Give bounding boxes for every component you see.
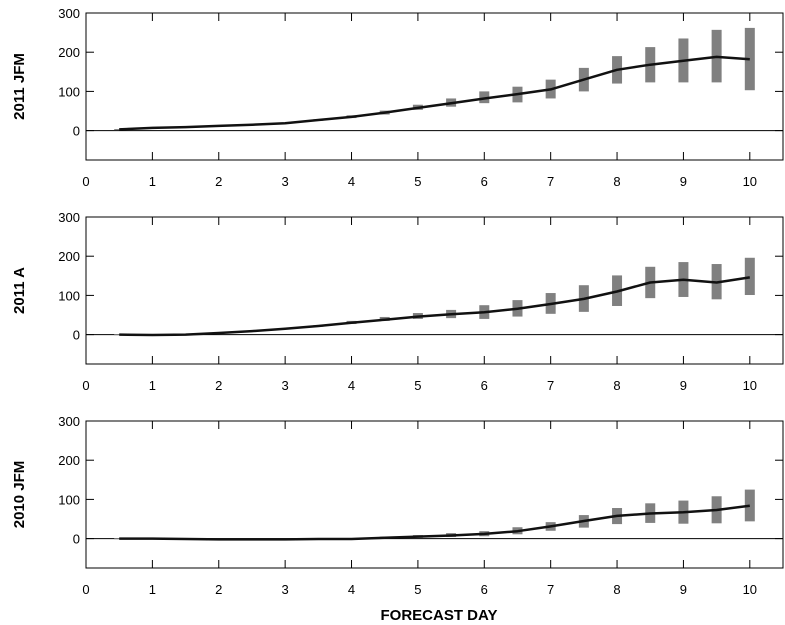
x-tick-label: 9	[680, 582, 687, 597]
x-tick-label: 1	[149, 174, 156, 189]
x-tick-label: 8	[613, 378, 620, 393]
x-tick-label: 8	[613, 174, 620, 189]
y-tick-label: 100	[58, 288, 80, 303]
x-tick-label: 5	[414, 174, 421, 189]
x-tick-label: 4	[348, 582, 355, 597]
x-tick-label: 7	[547, 174, 554, 189]
x-axis-title: FORECAST DAY	[381, 607, 498, 624]
x-tick-label: 6	[481, 174, 488, 189]
y-axis-title: 2010 JFM	[11, 461, 28, 529]
y-tick-label: 200	[58, 45, 80, 60]
plot-frame	[85, 216, 784, 365]
range-bar	[744, 257, 755, 296]
x-tick-label: 7	[547, 582, 554, 597]
y-tick-label: 100	[58, 492, 80, 507]
x-tick-label: 10	[743, 582, 757, 597]
y-tick-label: 200	[58, 249, 80, 264]
y-axis-title: 2011 JFM	[11, 53, 28, 120]
x-tick-label: 0	[82, 174, 89, 189]
y-tick-label: 100	[58, 84, 80, 99]
y-tick-label: 300	[58, 210, 80, 225]
range-bar	[744, 489, 755, 522]
plot-frame	[85, 420, 784, 569]
chart-panel-2: 0 100 200 300 0 1 2 3 4 5 6 7 8 9 10 2011 A	[11, 210, 784, 393]
x-tick-label: 3	[282, 174, 289, 189]
x-tick-label: 6	[481, 378, 488, 393]
x-tick-label: 3	[282, 378, 289, 393]
y-tick-label: 0	[73, 328, 80, 343]
x-tick-label: 3	[282, 582, 289, 597]
x-tick-label: 9	[680, 378, 687, 393]
x-tick-label: 7	[547, 378, 554, 393]
x-tick-label: 0	[82, 378, 89, 393]
x-tick-label: 10	[743, 174, 757, 189]
x-tick-label: 10	[743, 378, 757, 393]
x-tick-label: 6	[481, 582, 488, 597]
plot-frame	[85, 12, 784, 161]
y-tick-label: 200	[58, 453, 80, 468]
range-bar	[114, 538, 125, 540]
x-tick-label: 2	[215, 378, 222, 393]
x-tick-label: 5	[414, 378, 421, 393]
x-tick-label: 2	[215, 174, 222, 189]
x-tick-label: 1	[149, 378, 156, 393]
x-tick-label: 8	[613, 582, 620, 597]
chart-panel-1: 0 100 200 300 0 1 2 3 4 5 6 7 8 9 10 2011 JFM	[11, 6, 784, 189]
y-tick-label: 0	[73, 124, 80, 139]
y-axis-title: 2011 A	[11, 267, 28, 314]
range-bar	[114, 129, 125, 131]
range-bar	[114, 334, 125, 336]
y-tick-label: 300	[58, 414, 80, 429]
y-tick-label: 0	[73, 532, 80, 547]
x-tick-label: 9	[680, 174, 687, 189]
x-tick-label: 1	[149, 582, 156, 597]
x-tick-label: 4	[348, 174, 355, 189]
series-line	[119, 55, 750, 131]
x-tick-label: 4	[348, 378, 355, 393]
x-tick-label: 0	[82, 582, 89, 597]
x-tick-label: 5	[414, 582, 421, 597]
series-line	[119, 276, 750, 337]
x-tick-label: 2	[215, 582, 222, 597]
chart-panel-3: 0 100 200 300 0 1 2 3 4 5 6 7 8 9 10 2010 JFM	[11, 414, 784, 597]
y-tick-label: 300	[58, 6, 80, 21]
series-line	[119, 504, 750, 541]
